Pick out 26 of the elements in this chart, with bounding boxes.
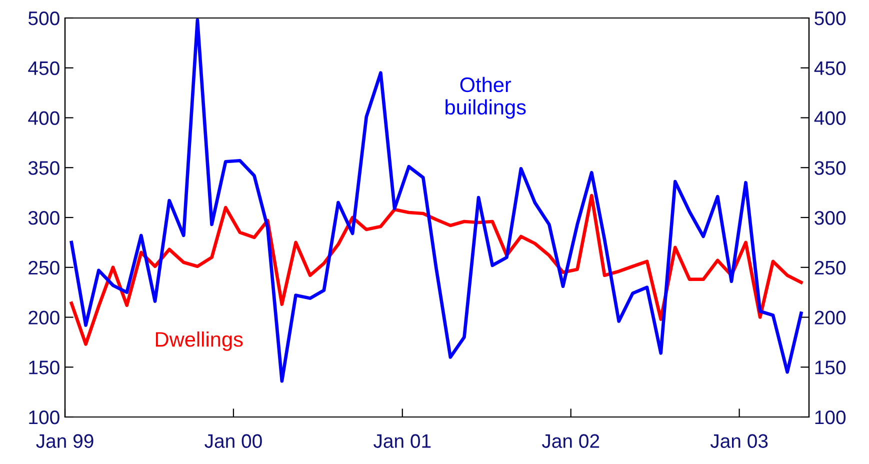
y2-tick-label: 300 [814, 210, 846, 225]
y2-tick-label: 250 [814, 260, 846, 275]
text: Other buildings [446, 76, 526, 119]
y2-tick-label: 200 [814, 310, 846, 324]
y-tick-label: 400 [28, 111, 60, 125]
line-series [70, 18, 803, 383]
y2-tick-label: 400 [814, 111, 846, 125]
y-tick-label: 200 [28, 310, 60, 324]
y2-tick-label: 450 [814, 61, 846, 76]
y-tick-label: 300 [28, 210, 60, 225]
y-tick-label: 450 [28, 61, 60, 76]
x-tick-label: Jan 00 [204, 434, 262, 448]
series-label: Dwellings [156, 331, 243, 351]
y-tick-label: 150 [29, 360, 60, 374]
y-tick-label: 100 [29, 410, 60, 424]
x-tick-label: Jan 02 [542, 434, 600, 448]
y2-tick-label: 350 [814, 161, 846, 175]
x-tick-label: Jan 03 [710, 434, 768, 448]
y-tick-label: 350 [28, 161, 60, 175]
x-tick-label: Jan 01 [374, 434, 431, 448]
y-tick-label: 500 [28, 11, 60, 26]
y2-tick-label: 150 [815, 360, 846, 374]
y2-tick-label: 500 [814, 11, 846, 26]
x-tick-label: Jan 99 [36, 434, 94, 448]
y-tick-label: 250 [28, 260, 60, 275]
y2-tick-label: 100 [815, 410, 846, 424]
